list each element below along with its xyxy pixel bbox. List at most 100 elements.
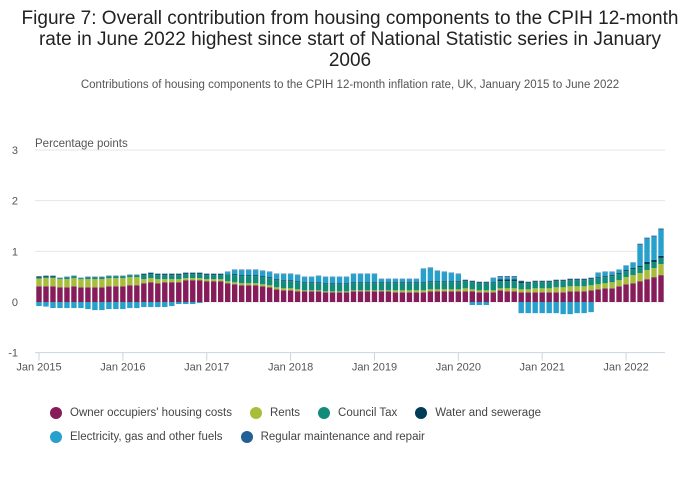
bar-segment: [204, 279, 210, 282]
bar-segment: [43, 276, 49, 278]
bar-segment: [630, 283, 636, 302]
bar-segment: [231, 270, 238, 275]
bar-segment: [266, 278, 273, 286]
bar-segment: [623, 270, 629, 272]
bar-segment: [176, 282, 182, 302]
bar-segment: [371, 291, 378, 302]
bar-segment: [155, 279, 161, 284]
bar-segment: [273, 273, 280, 275]
bar-segment: [99, 276, 105, 278]
bar-segment: [308, 277, 315, 283]
legend-item: Rents: [250, 407, 300, 419]
bar-segment: [78, 287, 84, 302]
bar-segment: [211, 273, 217, 275]
bar-segment: [308, 276, 315, 278]
bar-segment: [50, 278, 56, 287]
bar-segment: [448, 281, 455, 283]
bar-segment: [245, 276, 252, 284]
bar-segment: [546, 280, 552, 282]
bar-segment: [644, 238, 650, 262]
bar-segment: [532, 302, 538, 314]
bar-segment: [204, 273, 210, 275]
x-tick-label: Jan 2016: [100, 362, 145, 374]
bar-segment: [43, 302, 49, 307]
bar-segment: [176, 279, 182, 283]
bar-segment: [399, 292, 406, 302]
bar-segment: [162, 279, 168, 283]
bar-segment: [525, 282, 531, 284]
bar-segment: [364, 273, 371, 275]
chart-subtitle: Contributions of housing components to t…: [80, 79, 620, 91]
bar-segment: [162, 274, 168, 276]
bar-segment: [134, 285, 140, 302]
bar-segment: [455, 282, 462, 290]
bar-segment: [315, 276, 322, 283]
bar-segment: [588, 302, 594, 313]
bar-segment: [511, 291, 517, 302]
bar-segment: [434, 270, 441, 272]
bar-segment: [280, 288, 287, 291]
bar-segment: [497, 279, 503, 282]
bar-segment: [71, 276, 77, 279]
bar-segment: [113, 276, 119, 279]
legend-row: Electricity, gas and other fuels Regular …: [50, 431, 670, 443]
bar-segment: [595, 284, 601, 290]
bar-segment: [231, 284, 238, 302]
bar-segment: [322, 284, 329, 292]
bar-segment: [259, 277, 266, 285]
bar-segment: [155, 275, 161, 280]
bar-segment: [176, 302, 182, 305]
bar-segment: [371, 273, 378, 275]
bar-segment: [176, 275, 182, 280]
bar-segment: [385, 291, 392, 302]
chart-legend: Owner occupiers' housing costs Rents Counc…: [50, 407, 670, 455]
bar-segment: [231, 269, 238, 271]
bar-segment: [71, 302, 77, 309]
bar-segment: [462, 291, 469, 302]
bar-segment: [371, 283, 378, 291]
bar-segment: [595, 277, 601, 279]
bar-segment: [392, 279, 399, 283]
bar-segment: [469, 291, 476, 302]
bar-segment: [301, 283, 308, 291]
bar-segment: [371, 274, 378, 283]
bar-segment: [350, 282, 357, 284]
bar-segment: [476, 302, 482, 306]
bar-segment: [231, 274, 238, 276]
bar-segment: [644, 264, 650, 271]
bar-segment: [658, 229, 664, 256]
bar-segment: [441, 271, 448, 273]
bar-segment: [644, 270, 650, 280]
bar-segment: [539, 280, 545, 282]
bar-segment: [602, 271, 608, 273]
bar-segment: [50, 286, 56, 302]
bar-segment: [148, 302, 154, 308]
legend-swatch: [50, 407, 62, 419]
bar-segment: [413, 283, 420, 291]
bar-segment: [315, 283, 322, 291]
bar-segment: [71, 278, 77, 287]
bar-segment: [511, 281, 517, 289]
bar-segment: [50, 302, 56, 309]
bar-segment: [329, 292, 336, 302]
bar-segment: [455, 273, 462, 275]
bar-segment: [336, 277, 343, 284]
legend-swatch: [318, 407, 331, 419]
bar-segment: [127, 302, 133, 309]
bar-segment: [287, 288, 294, 291]
bar-segment: [245, 270, 252, 276]
bar-segment: [301, 291, 308, 302]
bar-segment: [141, 302, 147, 308]
bar-segment: [434, 271, 441, 282]
bar-segment: [581, 279, 587, 281]
bar-segment: [567, 302, 573, 315]
bar-segment: [148, 278, 154, 283]
bar-segment: [399, 283, 406, 291]
bar-segment: [231, 275, 238, 283]
bar-segment: [455, 289, 462, 292]
bar-segment: [546, 281, 552, 283]
bar-segment: [490, 292, 496, 302]
bar-segment: [371, 290, 378, 292]
y-tick-label: 3: [12, 145, 18, 157]
